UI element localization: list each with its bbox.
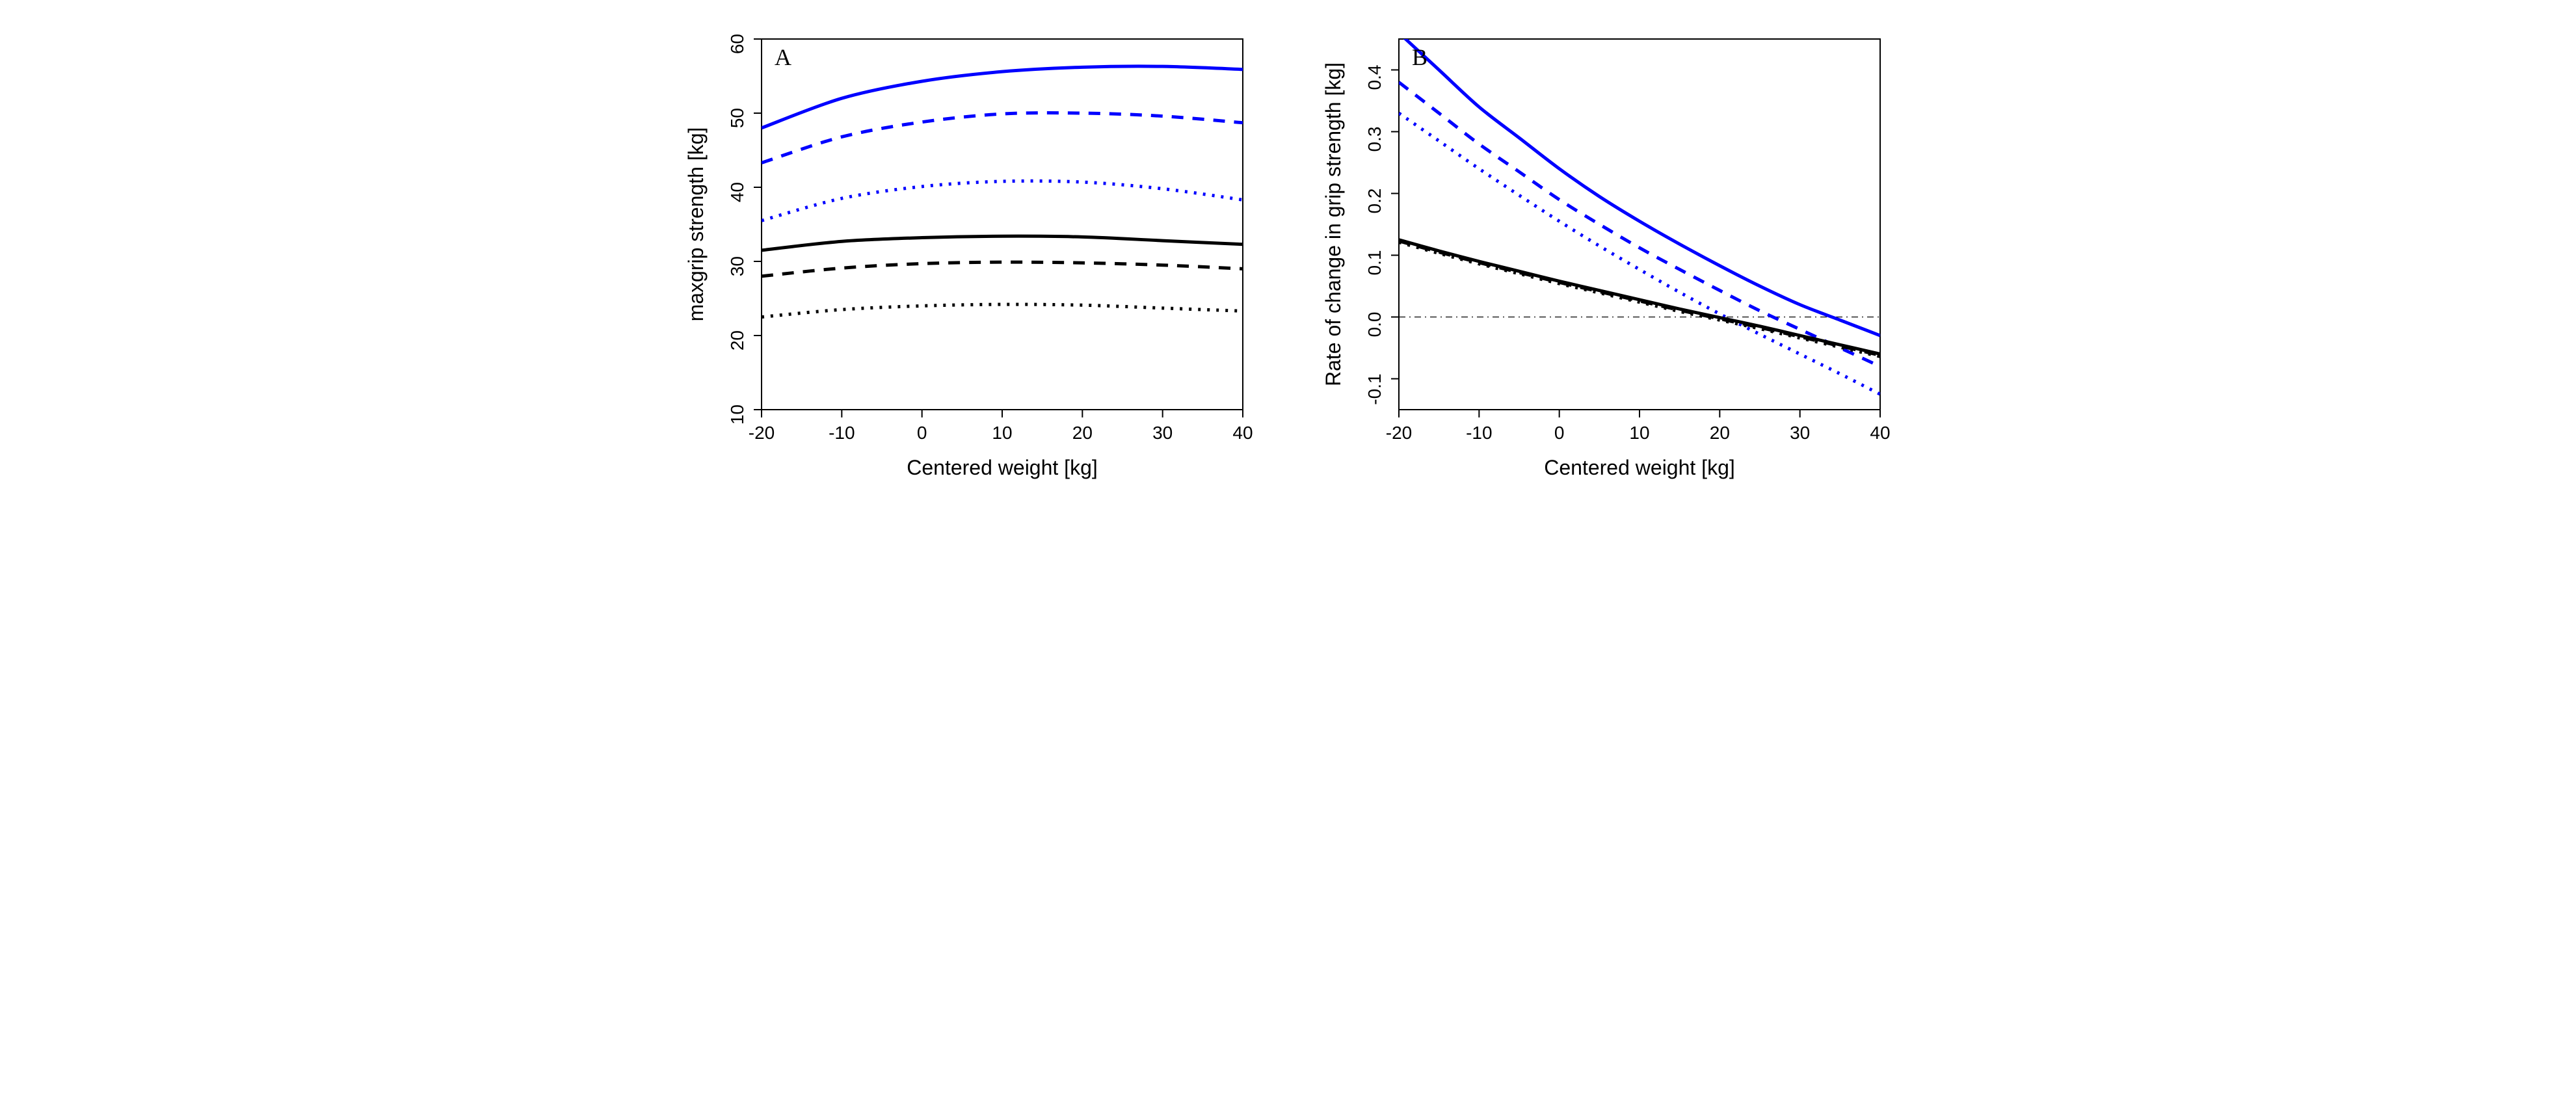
x-axis-title: Centered weight [kg]: [907, 456, 1098, 479]
y-tick-label: -0.1: [1364, 374, 1385, 405]
x-tick-label: -10: [829, 423, 855, 443]
x-tick-label: -20: [748, 423, 774, 443]
y-tick-label: 0.3: [1364, 127, 1385, 152]
panel-b-svg: -20 -10 0 10 20 30 40 -0.1 0.0 0.1 0.2 0.3 0.4 Center…: [1314, 26, 1900, 494]
x-tick-label: -20: [1385, 423, 1411, 443]
x-tick-label: 30: [1152, 423, 1173, 443]
x-tick-label: 40: [1870, 423, 1890, 443]
series-line: [762, 181, 1243, 220]
y-tick-label: 40: [727, 182, 747, 202]
y-tick-label: 0.1: [1364, 250, 1385, 276]
x-tick-label: 20: [1072, 423, 1092, 443]
y-axis-title: maxgrip strength [kg]: [684, 127, 708, 322]
plot-box: [762, 39, 1243, 410]
chart-container: -20 -10 0 10 20 30 40 10 20 30 40 50 60 Centered weig…: [26, 26, 2550, 494]
series-line: [1399, 113, 1880, 394]
series-line: [762, 262, 1243, 276]
panel-b: -20 -10 0 10 20 30 40 -0.1 0.0 0.1 0.2 0.3 0.4 Center…: [1314, 26, 1900, 494]
x-tick-label: 10: [992, 423, 1012, 443]
plot-box: [1399, 39, 1880, 410]
y-tick-label: 10: [727, 404, 747, 425]
series-line: [762, 113, 1243, 163]
panel-a-svg: -20 -10 0 10 20 30 40 10 20 30 40 50 60 Centered weig…: [677, 26, 1262, 494]
x-tick-label: 0: [916, 423, 927, 443]
series-line: [1399, 83, 1880, 367]
x-tick-label: -10: [1466, 423, 1492, 443]
y-tick-label: 0.2: [1364, 189, 1385, 214]
panel-a: -20 -10 0 10 20 30 40 10 20 30 40 50 60 Centered weig…: [677, 26, 1262, 494]
series-line: [1399, 240, 1880, 354]
y-tick-label: 0.4: [1364, 65, 1385, 90]
x-tick-label: 10: [1629, 423, 1649, 443]
y-tick-label: 20: [727, 330, 747, 350]
y-tick-label: 60: [727, 34, 747, 54]
y-tick-label: 50: [727, 108, 747, 128]
series-line: [762, 236, 1243, 250]
panel-label: B: [1412, 44, 1427, 70]
y-tick-label: 30: [727, 256, 747, 276]
x-tick-label: 20: [1709, 423, 1729, 443]
series-line: [762, 66, 1243, 128]
x-tick-label: 0: [1554, 423, 1564, 443]
series-line: [1399, 33, 1880, 336]
x-tick-label: 30: [1790, 423, 1810, 443]
y-axis-title: Rate of change in grip strength [kg]: [1321, 62, 1345, 386]
series-line: [762, 304, 1243, 317]
panel-label: A: [775, 44, 791, 70]
y-tick-label: 0.0: [1364, 312, 1385, 337]
x-axis-title: Centered weight [kg]: [1544, 456, 1735, 479]
x-tick-label: 40: [1232, 423, 1253, 443]
